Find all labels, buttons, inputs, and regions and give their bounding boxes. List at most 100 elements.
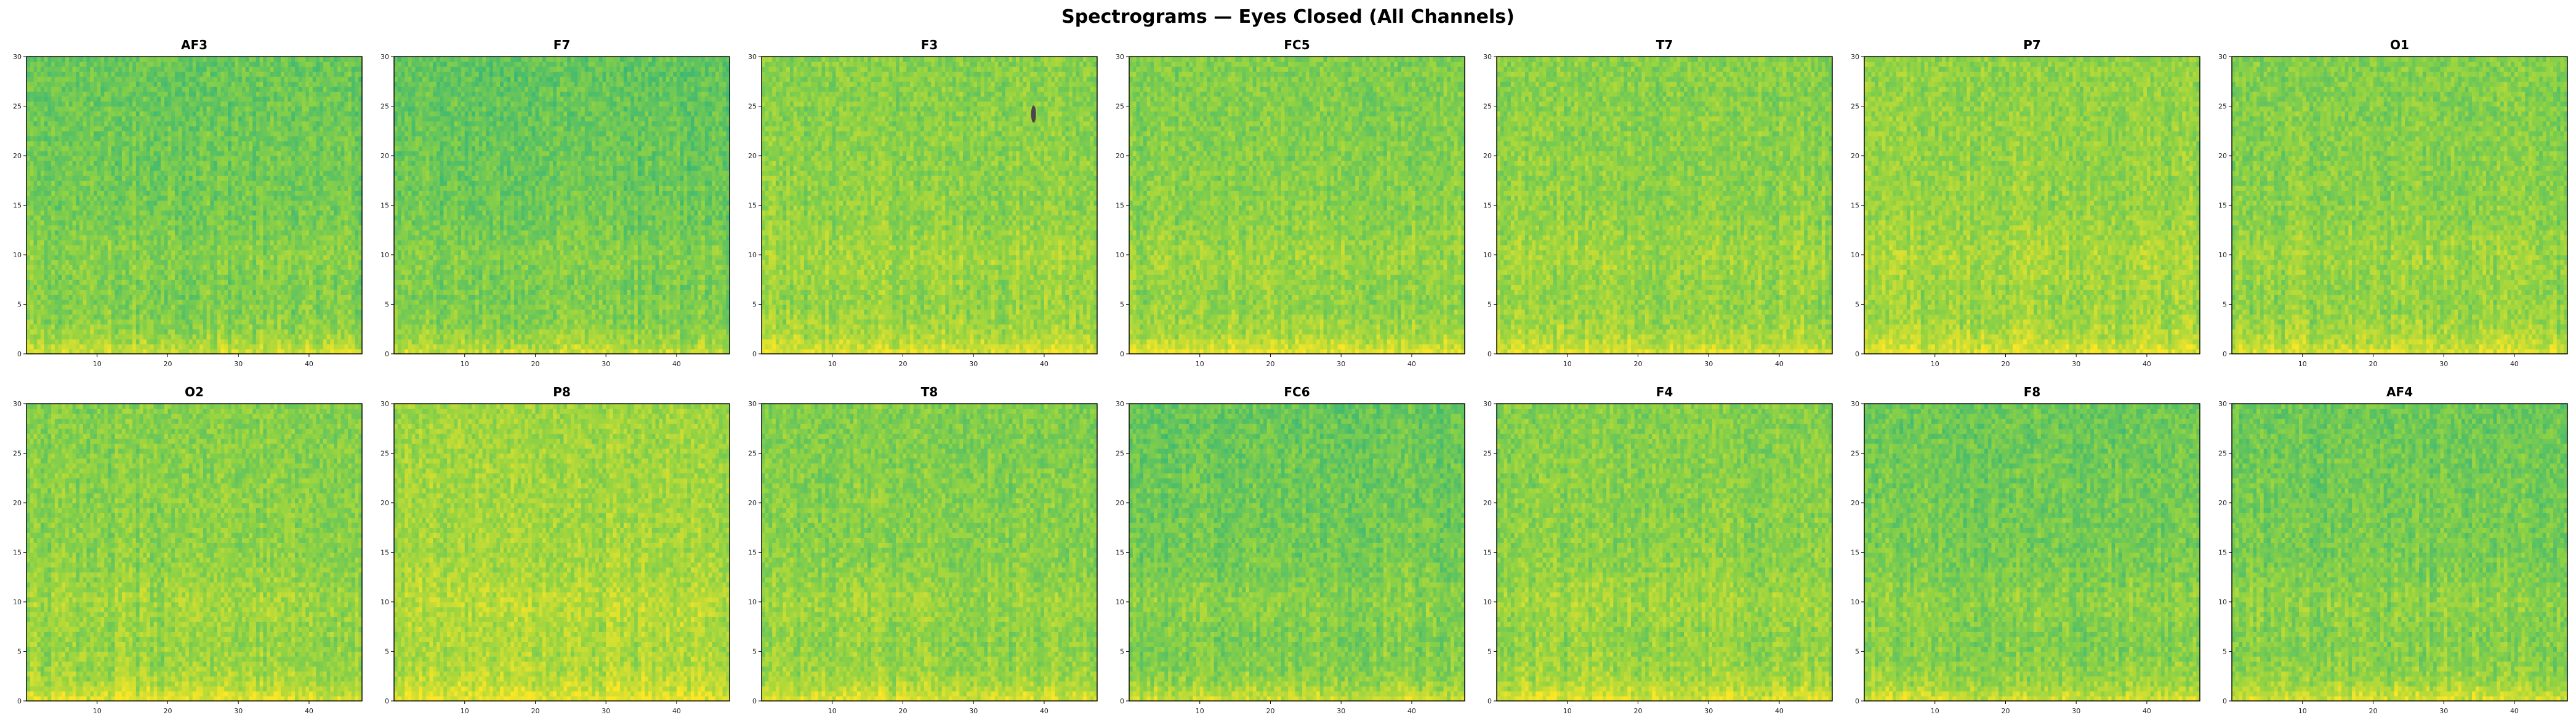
y-tick-label: 0	[1855, 350, 1859, 358]
x-tick-label: 40	[672, 707, 681, 715]
x-tick-label: 20	[531, 707, 539, 715]
y-tick-label: 30	[1483, 53, 1492, 61]
x-tick-label: 10	[1196, 707, 1204, 715]
x-tick-label: 10	[1931, 360, 1939, 368]
x-tick-label: 10	[1931, 707, 1939, 715]
y-tick-label: 25	[13, 103, 22, 111]
y-tick-label: 10	[1116, 251, 1124, 259]
x-tick-label: 40	[2510, 707, 2519, 715]
y-tick-label: 5	[752, 648, 757, 656]
y-tick-label: 20	[1483, 152, 1492, 160]
y-tick-label: 30	[380, 400, 389, 408]
y-tick-label: 30	[748, 400, 757, 408]
y-tick-label: 5	[1855, 648, 1859, 656]
y-tick-label: 20	[1116, 152, 1124, 160]
y-tick-label: 0	[2223, 697, 2227, 705]
x-tick-label: 40	[2510, 360, 2519, 368]
x-tick-label: 40	[305, 360, 313, 368]
y-tick-label: 10	[1483, 598, 1492, 606]
y-tick-label: 5	[2223, 301, 2227, 309]
y-tick-label: 0	[385, 350, 389, 358]
x-tick-label: 30	[969, 360, 978, 368]
x-tick-label: 30	[1337, 360, 1345, 368]
y-tick-label: 10	[748, 598, 757, 606]
y-tick-label: 15	[2218, 549, 2227, 557]
y-tick-label: 15	[1116, 549, 1124, 557]
panel-title-t8: T8	[921, 385, 938, 399]
y-tick-label: 5	[1855, 301, 1859, 309]
y-tick-label: 15	[748, 549, 757, 557]
panel-title-p7: P7	[2023, 38, 2041, 52]
x-tick-label: 10	[2298, 360, 2307, 368]
y-tick-label: 25	[1851, 450, 1859, 458]
y-tick-label: 0	[2223, 350, 2227, 358]
heatmap-t8	[762, 404, 1098, 702]
y-tick-label: 10	[1851, 251, 1859, 259]
y-tick-label: 25	[1483, 450, 1492, 458]
x-tick-label: 40	[1407, 360, 1416, 368]
x-tick-label: 30	[2072, 360, 2080, 368]
y-tick-label: 0	[385, 697, 389, 705]
panel-title-f3: F3	[921, 38, 938, 52]
y-tick-label: 0	[1120, 697, 1124, 705]
y-tick-label: 10	[13, 251, 22, 259]
x-tick-label: 20	[1266, 360, 1274, 368]
x-tick-label: 20	[531, 360, 539, 368]
y-tick-label: 10	[748, 251, 757, 259]
panel-title-fc5: FC5	[1284, 38, 1310, 52]
x-tick-label: 10	[1196, 360, 1204, 368]
y-tick-label: 25	[2218, 103, 2227, 111]
y-tick-label: 5	[1120, 301, 1124, 309]
x-tick-label: 10	[461, 360, 469, 368]
x-tick-label: 30	[969, 707, 978, 715]
y-tick-label: 5	[2223, 648, 2227, 656]
y-tick-label: 20	[1851, 152, 1859, 160]
panel-title-f8: F8	[2024, 385, 2041, 399]
x-tick-label: 20	[2001, 707, 2010, 715]
panel-title-o2: O2	[185, 385, 204, 399]
y-tick-label: 10	[380, 598, 389, 606]
y-tick-label: 20	[748, 499, 757, 507]
y-tick-label: 5	[1487, 301, 1492, 309]
x-tick-label: 20	[163, 360, 172, 368]
y-tick-label: 20	[1483, 499, 1492, 507]
y-tick-label: 15	[1851, 549, 1859, 557]
x-tick-label: 20	[2369, 360, 2377, 368]
heatmap-p8	[394, 404, 730, 702]
panel-title-p8: P8	[553, 385, 571, 399]
y-tick-label: 30	[1116, 53, 1124, 61]
y-tick-label: 15	[380, 549, 389, 557]
panel-title-f4: F4	[1656, 385, 1673, 399]
x-tick-label: 30	[234, 360, 243, 368]
y-tick-label: 0	[1120, 350, 1124, 358]
heatmap-fc6	[1129, 404, 1465, 702]
x-tick-label: 10	[828, 707, 837, 715]
x-tick-label: 20	[1633, 707, 1642, 715]
x-tick-label: 40	[2143, 707, 2151, 715]
y-tick-label: 10	[13, 598, 22, 606]
y-tick-label: 0	[1487, 350, 1492, 358]
x-tick-label: 40	[672, 360, 681, 368]
y-tick-label: 5	[17, 301, 22, 309]
x-tick-label: 30	[1704, 707, 1713, 715]
y-tick-label: 20	[748, 152, 757, 160]
heatmap-o2	[26, 404, 363, 702]
y-tick-label: 20	[2218, 499, 2227, 507]
y-tick-label: 25	[748, 103, 757, 111]
y-tick-label: 30	[1483, 400, 1492, 408]
y-tick-label: 0	[17, 697, 22, 705]
y-tick-label: 25	[1851, 103, 1859, 111]
y-tick-label: 25	[380, 103, 389, 111]
heatmap-f4	[1497, 404, 1833, 702]
x-tick-label: 20	[2001, 360, 2010, 368]
heatmap-f7	[394, 57, 730, 354]
